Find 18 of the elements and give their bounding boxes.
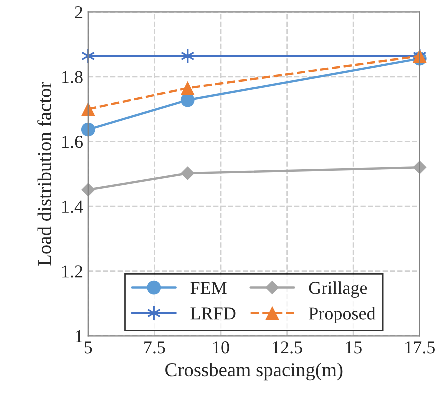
legend-label: LRFD: [190, 308, 236, 320]
y-tick-label: 2: [75, 6, 83, 18]
x-tick-label: 15: [346, 342, 362, 354]
x-tick-label: 17.5: [406, 342, 435, 354]
x-tick-label: 7.5: [144, 342, 166, 354]
legend-label: FEM: [190, 282, 227, 294]
x-tick-label: 5: [84, 342, 92, 354]
y-axis-title: Load distribution factor: [38, 82, 52, 266]
legend-label: Proposed: [309, 307, 376, 324]
x-tick-label: 10: [214, 342, 230, 354]
y-tick-label: 1.2: [62, 266, 83, 278]
y-tick-label: 1.6: [62, 136, 83, 148]
y-tick-label: 1.8: [62, 71, 83, 84]
x-tick-label: 12.5: [273, 342, 302, 354]
x-axis-title: Crossbeam spacing(m): [166, 362, 343, 381]
y-tick-label: 1.4: [62, 200, 84, 214]
legend-label: Grillage: [309, 282, 368, 298]
y-tick-label: 1: [76, 330, 82, 342]
